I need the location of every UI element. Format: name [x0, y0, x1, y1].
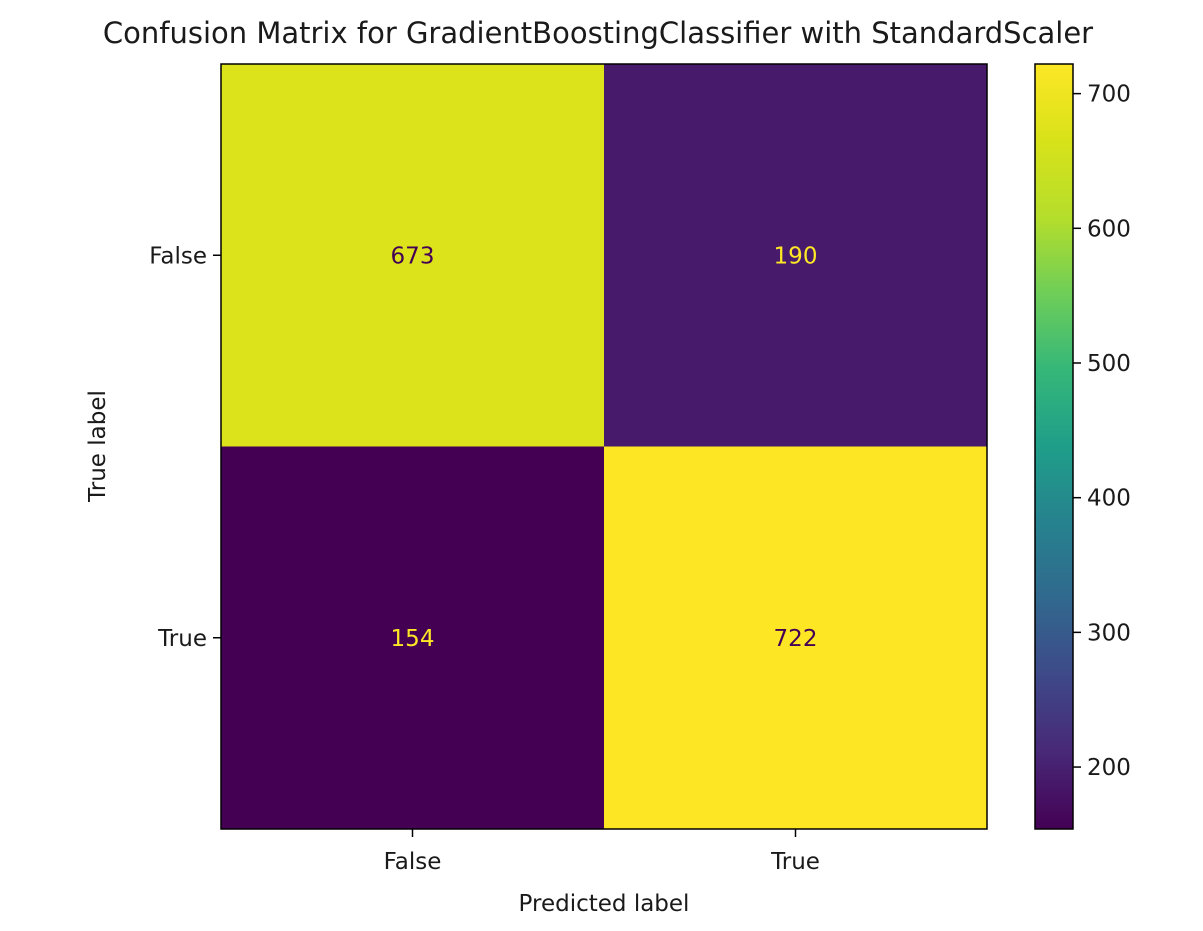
- colorbar-tick-label: 700: [1087, 82, 1131, 108]
- colorbar-tick-label: 500: [1087, 351, 1131, 377]
- colorbar-tick-label: 600: [1087, 216, 1131, 242]
- x-tick-label: False: [384, 849, 442, 875]
- x-axis-ticks: False True: [384, 829, 820, 875]
- colorbar-gradient: [1035, 64, 1073, 829]
- colorbar-tick-label: 400: [1087, 486, 1131, 512]
- y-axis-ticks: False True: [149, 243, 221, 652]
- cell-value-label-0-0: 673: [391, 243, 435, 269]
- x-axis-label: Predicted label: [519, 891, 690, 917]
- y-tick-label: False: [149, 243, 207, 269]
- y-tick-label: True: [157, 626, 207, 652]
- colorbar-tick-label: 200: [1087, 755, 1131, 781]
- x-tick-label: True: [770, 849, 820, 875]
- heatmap-cell-1-1: [604, 446, 987, 829]
- heatmap-cell-0-1: [604, 64, 987, 447]
- chart-title: Confusion Matrix for GradientBoostingCla…: [103, 16, 1093, 50]
- heatmap-cells: [221, 64, 987, 829]
- heatmap-cell-1-0: [221, 446, 604, 829]
- colorbar-tick-label: 300: [1087, 620, 1131, 646]
- colorbar-ticks: 200 300 400 500 600 700: [1073, 82, 1131, 781]
- heatmap-cell-labels: 673 190 154 722: [391, 243, 818, 652]
- cell-value-label-0-1: 190: [774, 243, 818, 269]
- plot-frame: [220, 63, 988, 830]
- colorbar-frame: [1034, 63, 1074, 830]
- y-axis-label: True label: [85, 390, 111, 503]
- cell-value-label-1-1: 722: [774, 626, 818, 652]
- cell-value-label-1-0: 154: [391, 626, 435, 652]
- heatmap-cell-0-0: [221, 64, 604, 447]
